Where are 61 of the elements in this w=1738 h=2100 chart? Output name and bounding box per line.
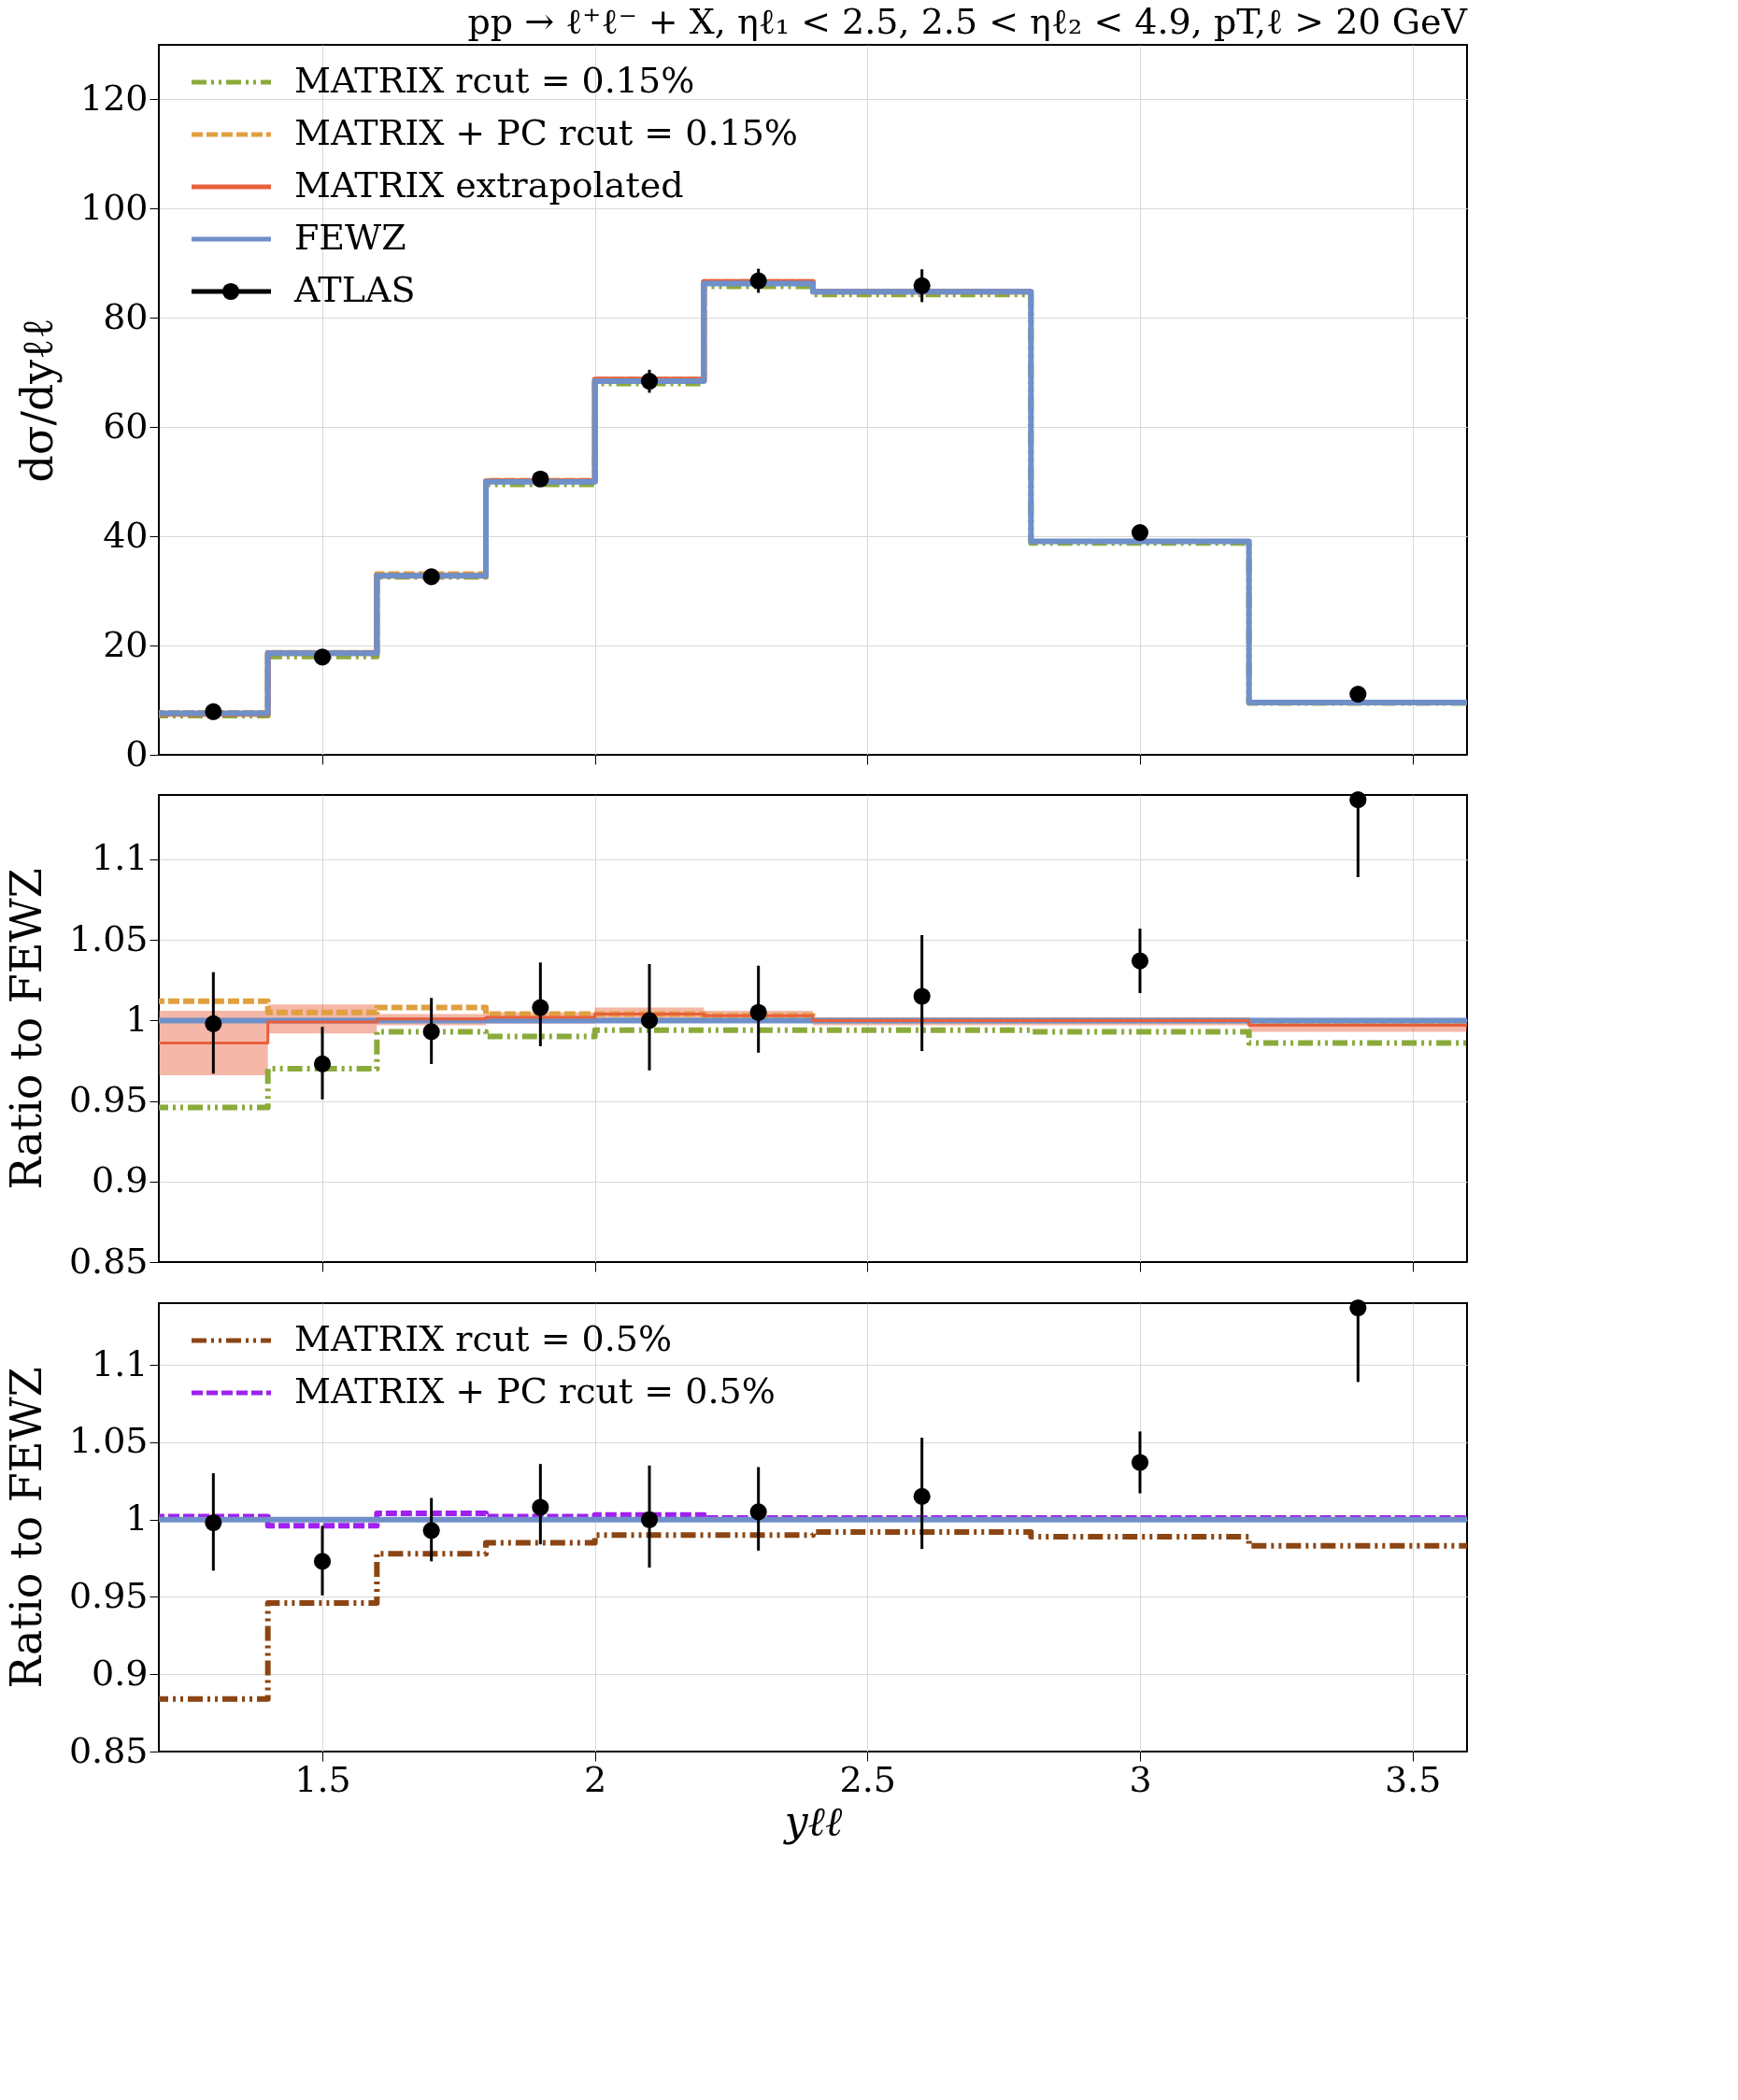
legend-label: MATRIX extrapolated	[294, 164, 684, 206]
point	[749, 1503, 767, 1521]
point	[532, 1498, 549, 1516]
legend-label: MATRIX + PC rcut = 0.15%	[294, 112, 798, 153]
y-tick-label: 1.05	[68, 917, 149, 959]
y-tick-label: 1.05	[68, 1420, 149, 1462]
point	[749, 1003, 767, 1021]
point	[313, 1055, 332, 1072]
y-tick-label: 0.85	[68, 1729, 149, 1771]
chart-title: pp → ℓ⁺ℓ⁻ + X, ηℓ₁ < 2.5, 2.5 < ηℓ₂ < 4.9, pT,ℓ > 20 GeV	[467, 1, 1468, 42]
y-axis-title: dσ/dyℓℓ	[11, 318, 63, 483]
y-tick-label: 0.9	[92, 1652, 149, 1694]
point	[640, 1511, 659, 1528]
point	[532, 470, 549, 488]
point	[913, 987, 931, 1005]
legend-label: MATRIX rcut = 0.15%	[294, 60, 695, 101]
y-tick-label: 0.9	[92, 1159, 149, 1201]
point	[640, 1012, 659, 1029]
legend-label: MATRIX + PC rcut = 0.5%	[294, 1370, 776, 1412]
point	[749, 272, 767, 290]
y-tick-label: 1	[125, 998, 149, 1040]
legend-label: MATRIX rcut = 0.5%	[294, 1318, 673, 1359]
y-tick-label: 0.95	[68, 1079, 149, 1121]
point	[205, 1015, 222, 1032]
y-tick-label: 20	[103, 623, 149, 665]
y-tick-label: 120	[79, 77, 149, 119]
legend-label: ATLAS	[293, 269, 416, 310]
point	[1349, 686, 1367, 703]
point	[422, 568, 440, 586]
point	[1131, 524, 1149, 542]
point	[1349, 791, 1367, 809]
point	[1131, 952, 1149, 970]
y-tick-label: 1.1	[92, 837, 149, 879]
point	[640, 373, 659, 390]
y-axis-title: Ratio to FEWZ	[0, 868, 51, 1190]
point	[422, 1023, 440, 1041]
point	[205, 702, 222, 720]
x-tick-label: 3	[1129, 1758, 1152, 1800]
point	[313, 648, 332, 666]
point	[1349, 1298, 1367, 1317]
point	[913, 1487, 931, 1505]
y-tick-label: 1	[125, 1497, 149, 1540]
point	[205, 1513, 222, 1532]
point	[422, 1522, 440, 1540]
y-tick-label: 0.85	[68, 1240, 149, 1282]
legend-label: FEWZ	[294, 217, 406, 258]
y-tick-label: 0	[125, 732, 149, 774]
x-tick-label: 1.5	[294, 1758, 351, 1800]
y-axis-title: Ratio to FEWZ	[0, 1367, 51, 1689]
x-tick-label: 3.5	[1384, 1758, 1442, 1800]
y-tick-label: 40	[103, 514, 149, 556]
y-tick-label: 0.95	[68, 1574, 149, 1616]
point	[313, 1553, 332, 1570]
x-tick-label: 2	[584, 1758, 607, 1800]
point	[1131, 1454, 1149, 1471]
y-tick-label: 100	[79, 186, 149, 228]
y-tick-label: 1.1	[92, 1342, 149, 1384]
point	[532, 999, 549, 1016]
y-tick-label: 60	[103, 404, 149, 447]
point	[913, 277, 931, 294]
y-tick-label: 80	[103, 295, 149, 337]
